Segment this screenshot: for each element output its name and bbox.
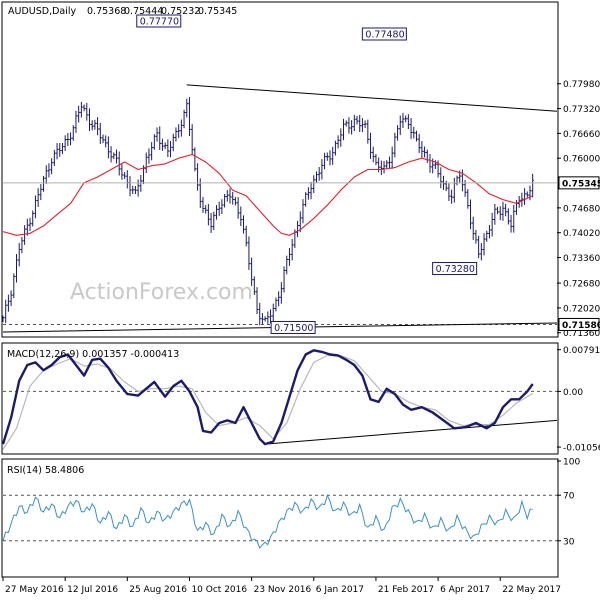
current-price-label-box: [558, 176, 600, 190]
x-tick-label: 25 Aug 2016: [129, 585, 187, 595]
symbol-name: AUDUSD,Daily: [8, 6, 77, 17]
annotation-label: 0.73280: [436, 264, 475, 275]
price-tick-label: 0.77980: [563, 80, 600, 90]
rsi-tick-label: 100: [563, 458, 580, 468]
price-tick-label: 0.74680: [563, 204, 600, 214]
macd-label: MACD(12,26,9) 0.001357 -0.000413: [7, 349, 179, 360]
price-panel-frame: [1, 1, 559, 338]
trendline-price: [186, 84, 558, 112]
symbol-open: 0.75368: [87, 6, 126, 17]
macd-line: [1, 349, 534, 446]
price-tick-label: 0.73360: [563, 254, 600, 264]
price-tick-label: 0.76660: [563, 130, 600, 140]
price-tick-label: 0.77320: [563, 105, 600, 115]
x-tick-label: 6 Apr 2017: [440, 585, 490, 595]
x-tick-label: 27 May 2016: [5, 585, 64, 595]
current-price-label: 0.75345: [562, 179, 600, 189]
watermark: ActionForex.com: [70, 280, 253, 305]
annotation-box: [270, 320, 316, 334]
price-tick-label: 0.71360: [563, 329, 600, 339]
trendline-macd: [265, 419, 558, 445]
symbol-close: 0.75345: [198, 6, 237, 17]
symbol-low: 0.75232: [161, 6, 200, 17]
annotation-label: 0.77480: [365, 30, 404, 41]
annotation-box: [432, 262, 478, 276]
rsi-tick-label: 70: [563, 492, 575, 502]
rsi-tick-label: 30: [563, 537, 575, 547]
price-tick-label: 0.76000: [563, 155, 600, 165]
macd-tick-label: 0.00: [563, 388, 583, 398]
macd-tick-label: -0.010567: [563, 444, 600, 454]
x-tick-label: 10 Oct 2016: [191, 585, 247, 595]
annotation-box: [361, 27, 407, 41]
symbol-high: 0.75444: [124, 6, 163, 17]
support-price-label: 0.71580: [562, 321, 600, 331]
rsi-panel-frame: [1, 458, 559, 578]
annotation-label: 0.77770: [140, 17, 179, 28]
rsi-line: [2, 493, 533, 549]
moving-average-line: [2, 153, 533, 236]
annotation-label: 0.71500: [274, 323, 313, 334]
price-bars: [1, 97, 534, 326]
annotation-box: [136, 14, 182, 28]
support-price-label-box: [558, 317, 600, 331]
price-tick-label: 0.72020: [563, 304, 600, 314]
x-tick-label: 21 Feb 2017: [378, 585, 434, 595]
rsi-label: RSI(14) 58.4806: [7, 465, 84, 476]
x-tick-label: 22 May 2017: [502, 585, 561, 595]
price-tick-label: 0.72680: [563, 280, 600, 290]
x-tick-label: 23 Nov 2016: [254, 585, 312, 595]
x-tick-label: 12 Jul 2016: [67, 585, 118, 595]
macd-tick-label: 0.007912: [563, 346, 600, 356]
macd-panel-frame: [1, 342, 559, 455]
price-tick-label: 0.74020: [563, 229, 600, 239]
x-tick-label: 6 Jan 2017: [316, 585, 364, 595]
